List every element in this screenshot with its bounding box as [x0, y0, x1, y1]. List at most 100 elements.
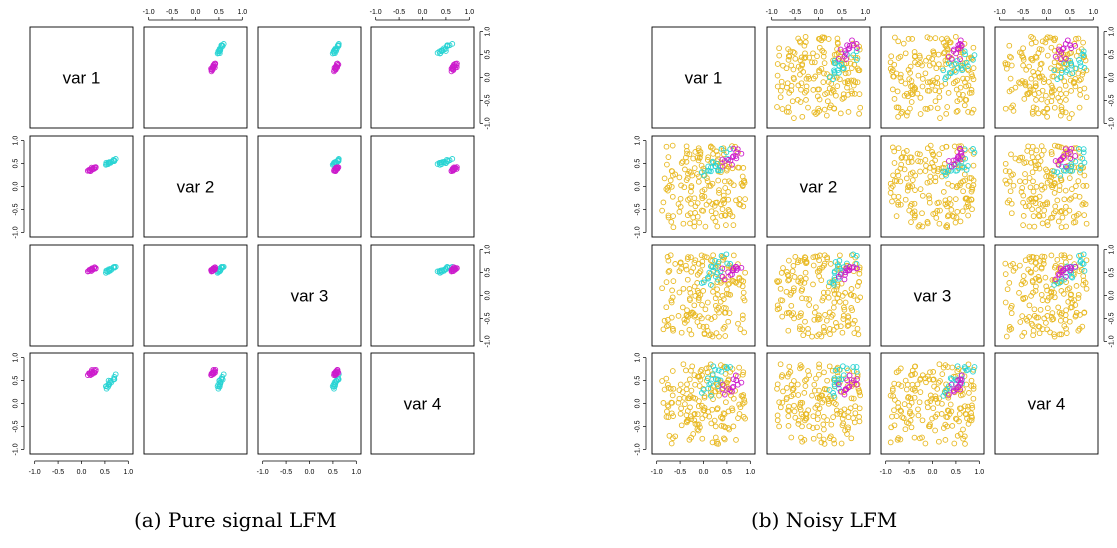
- data-point-noise: [938, 165, 945, 171]
- data-point-noise: [945, 212, 952, 219]
- data-point-noise: [1080, 69, 1087, 75]
- data-point-noise: [1066, 285, 1073, 292]
- data-point-noise: [677, 260, 684, 267]
- data-point-noise: [1033, 147, 1040, 154]
- data-point-cyan: [971, 52, 978, 58]
- data-point-noise: [895, 199, 901, 206]
- data-point-noise: [684, 381, 690, 388]
- data-point-noise: [664, 408, 670, 415]
- data-point-noise: [1020, 296, 1027, 302]
- data-point-magenta: [1063, 163, 1069, 170]
- data-point-magenta: [837, 388, 844, 395]
- panel-frame: [994, 26, 1099, 129]
- data-point-noise: [1023, 66, 1030, 73]
- data-point-noise: [1028, 159, 1034, 166]
- tick-label: -1.0: [257, 469, 269, 476]
- data-point-noise: [1026, 203, 1032, 209]
- data-point-noise: [1059, 214, 1066, 221]
- y-axis-right: -1.0-0.50.00.51.0: [479, 245, 492, 347]
- data-point-noise: [714, 405, 721, 412]
- data-point-noise: [1061, 252, 1068, 259]
- data-point-magenta: [719, 381, 726, 388]
- data-point-cyan: [218, 42, 225, 49]
- data-point-noise: [814, 416, 821, 423]
- data-point-noise: [1065, 298, 1072, 305]
- data-point-noise: [850, 320, 856, 327]
- data-point-noise: [917, 158, 924, 165]
- data-point-noise: [805, 104, 811, 111]
- data-point-noise: [824, 254, 830, 261]
- variable-label: var 3: [914, 287, 952, 306]
- panel-cell: [994, 26, 1099, 129]
- data-point-noise: [1044, 305, 1051, 312]
- panel-frame: [143, 26, 248, 129]
- data-point-noise: [811, 381, 818, 388]
- y-axis-left: -1.0-0.50.00.51.0: [635, 136, 647, 238]
- data-point-noise: [907, 63, 914, 70]
- variable-label: var 4: [1028, 395, 1066, 414]
- data-point-noise: [795, 417, 802, 424]
- panel-frame: [370, 26, 475, 129]
- data-point-magenta: [730, 383, 737, 390]
- panel-cell: [880, 26, 985, 129]
- data-point-magenta: [449, 268, 456, 274]
- data-point-noise: [786, 363, 793, 370]
- data-point-noise: [850, 395, 857, 402]
- data-point-noise: [678, 422, 685, 429]
- data-point-noise: [899, 109, 906, 115]
- data-point-noise: [944, 222, 950, 228]
- data-point-noise: [740, 203, 747, 210]
- data-point-noise: [668, 219, 675, 225]
- data-point-noise: [821, 106, 828, 113]
- data-point-noise: [1036, 330, 1043, 337]
- data-point-noise: [704, 178, 711, 184]
- data-point-noise: [968, 87, 975, 93]
- data-point-cyan: [437, 161, 443, 168]
- data-point-noise: [795, 278, 802, 285]
- data-point-noise: [1057, 317, 1064, 324]
- data-point-noise: [1024, 90, 1031, 97]
- data-point-noise: [1051, 59, 1058, 66]
- data-point-noise: [1038, 143, 1045, 149]
- data-point-cyan: [335, 158, 342, 164]
- data-point-noise: [904, 187, 911, 194]
- data-point-cyan: [219, 374, 226, 380]
- data-point-noise: [1044, 106, 1051, 112]
- data-point-noise: [683, 367, 689, 374]
- data-point-noise: [1072, 219, 1079, 225]
- tick-label: 0.5: [100, 469, 110, 476]
- data-point-noise: [1058, 331, 1065, 338]
- data-point-cyan: [105, 161, 112, 167]
- data-point-noise: [711, 417, 718, 424]
- data-point-noise: [963, 195, 969, 202]
- data-point-noise: [694, 154, 701, 161]
- data-point-noise: [933, 65, 940, 72]
- data-point-magenta: [725, 386, 731, 392]
- data-point-noise: [699, 302, 705, 308]
- data-point-noise: [691, 302, 698, 309]
- data-point-noise: [908, 201, 915, 207]
- data-point-noise: [931, 51, 937, 58]
- data-point-cyan: [723, 251, 730, 258]
- data-point-cyan: [1080, 146, 1087, 152]
- data-point-noise: [957, 218, 964, 225]
- panel-cell: [766, 26, 871, 129]
- data-point-noise: [1061, 196, 1068, 203]
- data-point-noise: [1017, 154, 1024, 161]
- data-point-magenta: [729, 154, 736, 161]
- data-point-noise: [898, 155, 905, 161]
- data-point-magenta: [849, 37, 855, 44]
- data-point-noise: [696, 219, 703, 226]
- data-point-noise: [940, 189, 947, 195]
- data-point-magenta: [835, 55, 842, 62]
- data-point-noise: [1017, 319, 1024, 325]
- data-point-noise: [1038, 182, 1045, 189]
- data-point-noise: [944, 364, 951, 370]
- data-point-noise: [735, 415, 741, 421]
- data-point-noise: [852, 410, 859, 417]
- data-point-noise: [889, 386, 896, 392]
- data-point-noise: [1029, 143, 1036, 150]
- panel-cell: var 2: [143, 135, 248, 238]
- data-point-noise: [1058, 106, 1065, 113]
- data-point-noise: [943, 61, 949, 67]
